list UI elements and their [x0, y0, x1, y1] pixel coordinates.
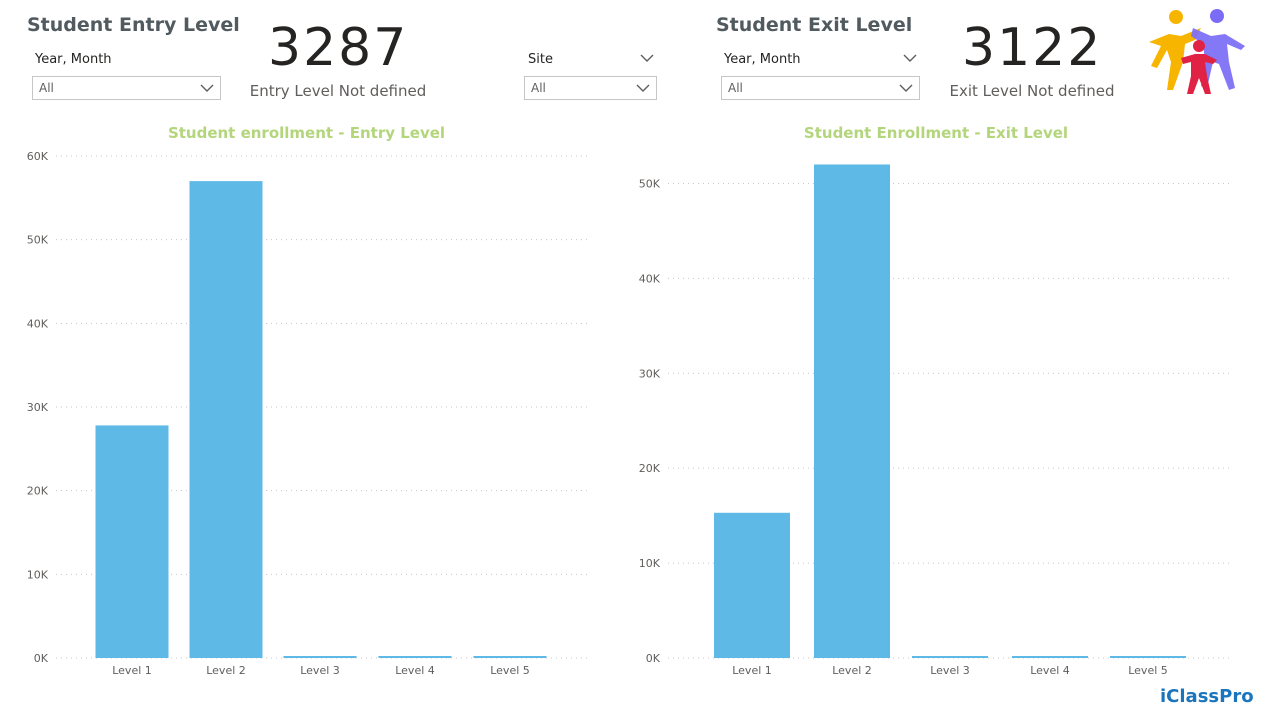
- chevron-down-icon: [899, 84, 913, 92]
- entry-kpi-value: 3287: [268, 18, 409, 78]
- exit-chart-title: Student Enrollment - Exit Level: [803, 124, 1069, 142]
- x-tick-label: Level 4: [1030, 664, 1070, 677]
- y-tick-label: 30K: [639, 367, 661, 380]
- y-tick-label: 0K: [34, 652, 49, 665]
- x-tick-label: Level 3: [930, 664, 970, 677]
- y-tick-label: 50K: [639, 177, 661, 190]
- exit-header-chevron-icon[interactable]: [903, 54, 917, 63]
- exit-section-title: Student Exit Level: [716, 14, 913, 36]
- exit-year-month-value: All: [728, 81, 743, 95]
- site-value: All: [531, 81, 546, 95]
- y-tick-label: 50K: [27, 234, 49, 247]
- bar-level-1[interactable]: [714, 512, 790, 658]
- y-tick-label: 40K: [27, 317, 49, 330]
- entry-year-month-value: All: [39, 81, 54, 95]
- bar-level-1[interactable]: [95, 425, 169, 658]
- y-tick-label: 0K: [646, 652, 661, 665]
- x-tick-label: Level 3: [300, 664, 340, 677]
- entry-kpi-label: Entry Level Not defined: [249, 82, 427, 100]
- entry-chart-title: Student enrollment - Entry Level: [167, 124, 446, 142]
- entry-year-month-dropdown[interactable]: All: [32, 76, 221, 100]
- bar-level-4[interactable]: [1012, 656, 1088, 658]
- chevron-down-icon: [636, 84, 650, 92]
- bar-level-3[interactable]: [912, 656, 988, 658]
- y-tick-label: 30K: [27, 401, 49, 414]
- y-tick-label: 20K: [639, 462, 661, 475]
- site-header-chevron-icon[interactable]: [640, 54, 654, 63]
- entry-level-bar-chart: 0K 10K 20K 30K 40K 50K 60K Level 1 Level 2 Level …: [27, 150, 590, 677]
- bar-level-2[interactable]: [189, 181, 263, 658]
- x-tick-label: Level 2: [832, 664, 872, 677]
- bar-level-5[interactable]: [1110, 656, 1186, 658]
- exit-kpi-label: Exit Level Not defined: [949, 82, 1115, 100]
- entry-year-month-label: Year, Month: [35, 52, 112, 67]
- exit-kpi-value: 3122: [962, 18, 1103, 78]
- x-tick-label: Level 1: [732, 664, 772, 677]
- bar-level-3[interactable]: [283, 656, 357, 658]
- exit-year-month-dropdown[interactable]: All: [721, 76, 920, 100]
- entry-section-title: Student Entry Level: [27, 14, 240, 36]
- x-tick-label: Level 4: [395, 664, 435, 677]
- y-tick-label: 60K: [27, 150, 49, 163]
- y-tick-label: 40K: [639, 272, 661, 285]
- x-tick-label: Level 2: [206, 664, 246, 677]
- exit-level-bar-chart: 0K 10K 20K 30K 40K 50K Level 1 Level 2 Level 3 Le…: [639, 164, 1230, 677]
- exit-year-month-label: Year, Month: [724, 52, 801, 67]
- x-tick-label: Level 5: [1128, 664, 1168, 677]
- y-tick-label: 10K: [27, 568, 49, 581]
- y-tick-label: 20K: [27, 485, 49, 498]
- y-tick-label: 10K: [639, 557, 661, 570]
- bar-level-5[interactable]: [473, 656, 547, 658]
- x-tick-label: Level 1: [112, 664, 152, 677]
- brand-logo: iClassPro: [1160, 686, 1254, 707]
- site-label: Site: [528, 52, 553, 67]
- chevron-down-icon: [200, 84, 214, 92]
- bar-level-4[interactable]: [378, 656, 452, 658]
- people-logo-icon: [1149, 9, 1245, 94]
- bar-level-2[interactable]: [814, 164, 890, 659]
- site-dropdown[interactable]: All: [524, 76, 657, 100]
- x-tick-label: Level 5: [490, 664, 530, 677]
